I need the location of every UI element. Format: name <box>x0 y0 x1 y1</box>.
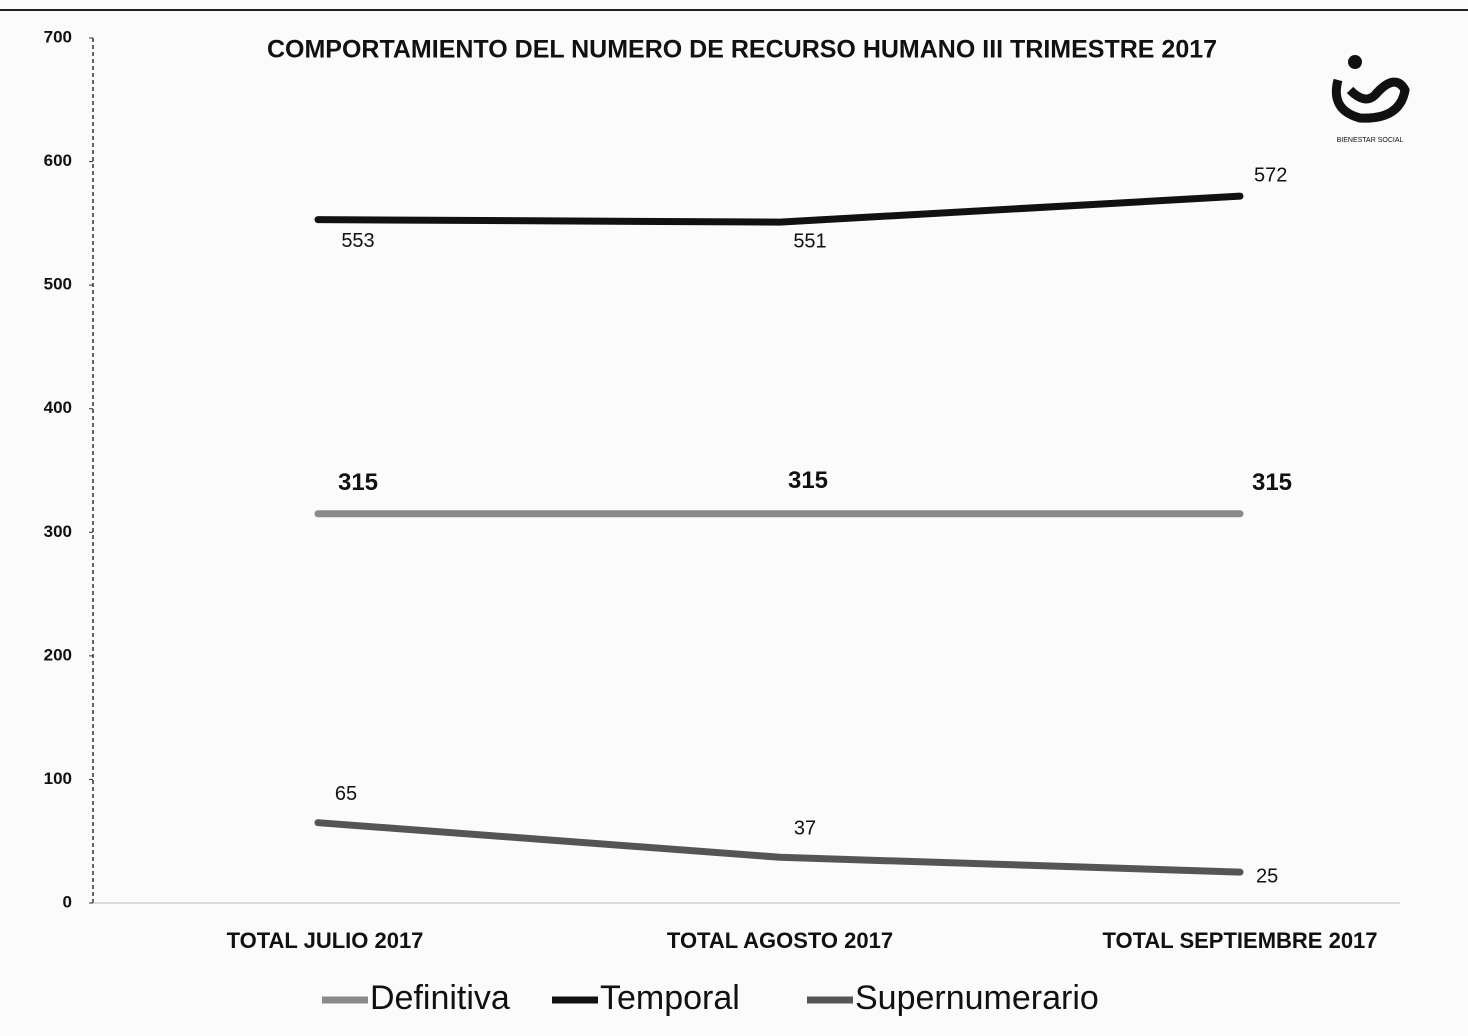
x-tick-label: TOTAL SEPTIEMBRE 2017 <box>1102 928 1377 953</box>
data-label: 551 <box>793 230 826 252</box>
data-label: 65 <box>335 783 357 805</box>
legend-label: Supernumerario <box>855 979 1099 1017</box>
series-line <box>314 192 1244 226</box>
y-tick-label: 500 <box>44 275 72 294</box>
legend-label: Definitiva <box>370 979 510 1017</box>
svg-text:BIENESTAR SOCIAL: BIENESTAR SOCIAL <box>1337 137 1404 144</box>
y-tick-label: 0 <box>63 892 72 911</box>
y-tick-label: 700 <box>44 27 72 46</box>
data-label: 25 <box>1256 865 1278 887</box>
y-tick-label: 100 <box>44 769 72 788</box>
y-tick-label: 600 <box>44 151 72 170</box>
y-tick-label: 200 <box>44 645 72 664</box>
logo: BIENESTAR SOCIAL <box>1331 55 1410 144</box>
y-tick-label: 300 <box>44 522 72 541</box>
data-label: 315 <box>338 469 378 496</box>
x-tick-label: TOTAL JULIO 2017 <box>227 928 424 953</box>
y-tick-label: 400 <box>44 398 72 417</box>
data-label: 315 <box>1252 469 1292 496</box>
data-label: 553 <box>341 230 374 252</box>
chart-title: COMPORTAMIENTO DEL NUMERO DE RECURSO HUM… <box>267 36 1217 64</box>
data-label: 37 <box>794 818 816 840</box>
legend-label: Temporal <box>600 979 740 1017</box>
data-label: 315 <box>788 467 828 494</box>
series-line <box>314 819 1244 876</box>
data-label: 572 <box>1254 164 1287 186</box>
x-tick-label: TOTAL AGOSTO 2017 <box>667 928 893 953</box>
